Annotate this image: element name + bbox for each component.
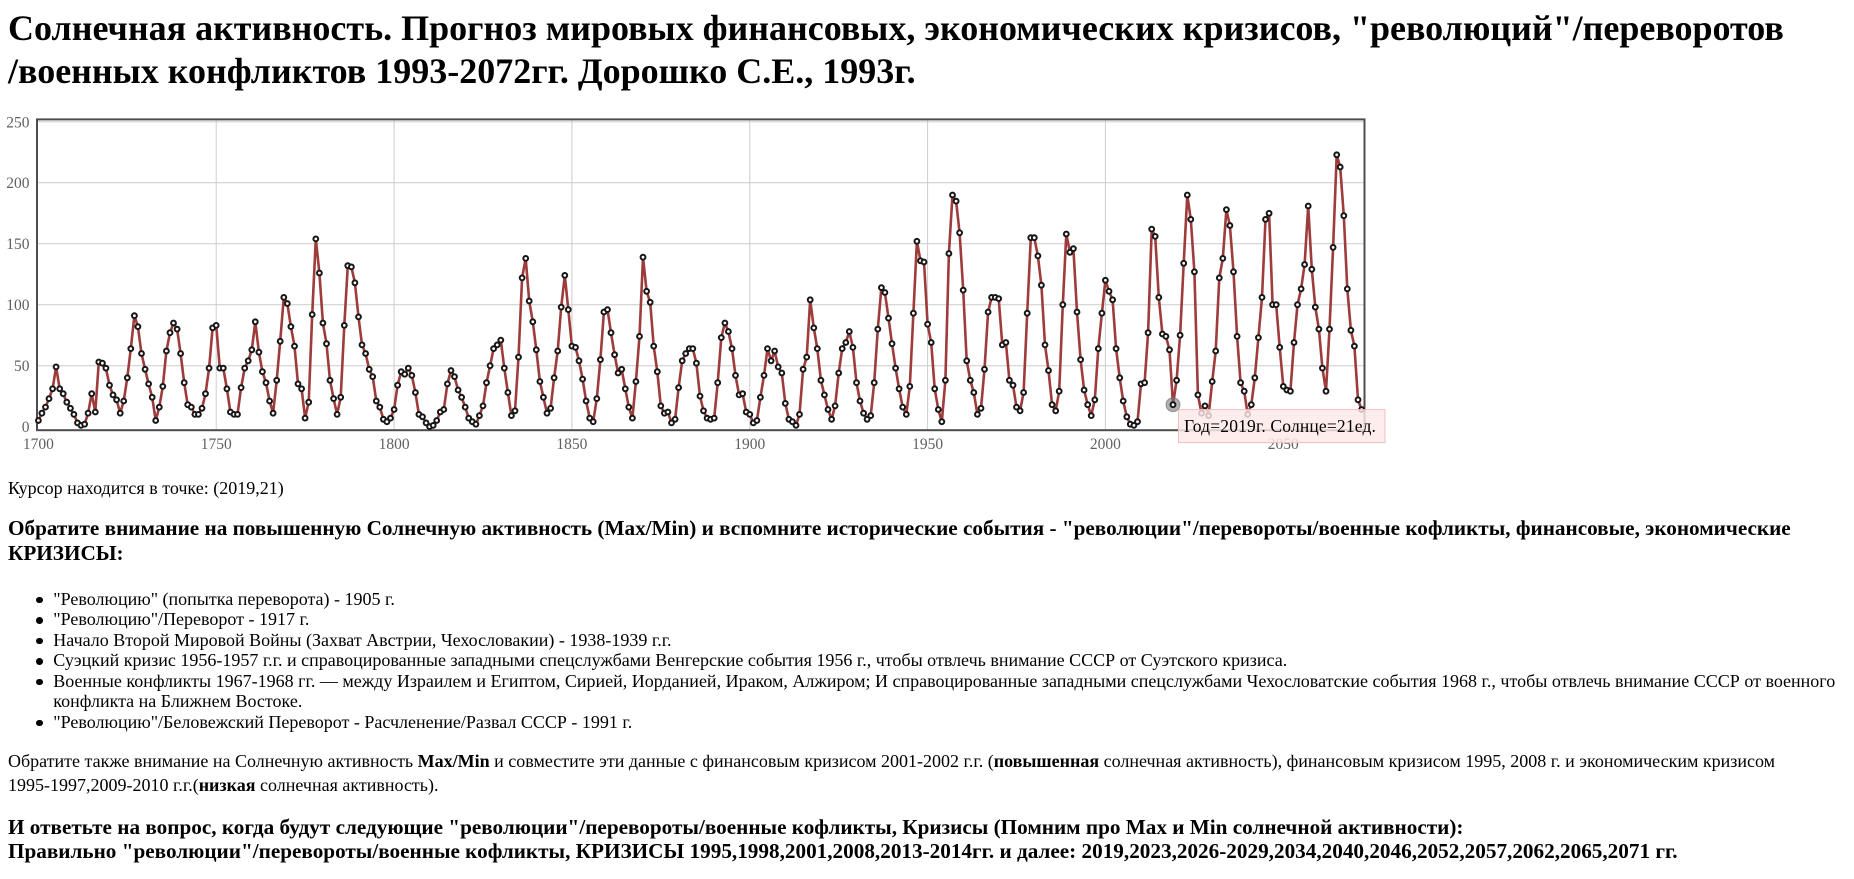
svg-text:1750: 1750: [201, 436, 232, 453]
svg-text:1850: 1850: [556, 436, 587, 453]
svg-text:1700: 1700: [23, 436, 54, 453]
svg-text:1800: 1800: [379, 436, 410, 453]
svg-text:200: 200: [6, 175, 30, 192]
svg-text:Год=2019г. Солнце=21ед.: Год=2019г. Солнце=21ед.: [1184, 416, 1376, 436]
svg-text:150: 150: [6, 236, 30, 253]
svg-text:2000: 2000: [1090, 436, 1121, 453]
svg-text:1950: 1950: [912, 436, 943, 453]
svg-text:100: 100: [6, 297, 30, 314]
svg-text:250: 250: [6, 114, 30, 131]
svg-text:50: 50: [14, 358, 30, 375]
svg-text:0: 0: [22, 419, 30, 436]
svg-text:1900: 1900: [734, 436, 765, 453]
